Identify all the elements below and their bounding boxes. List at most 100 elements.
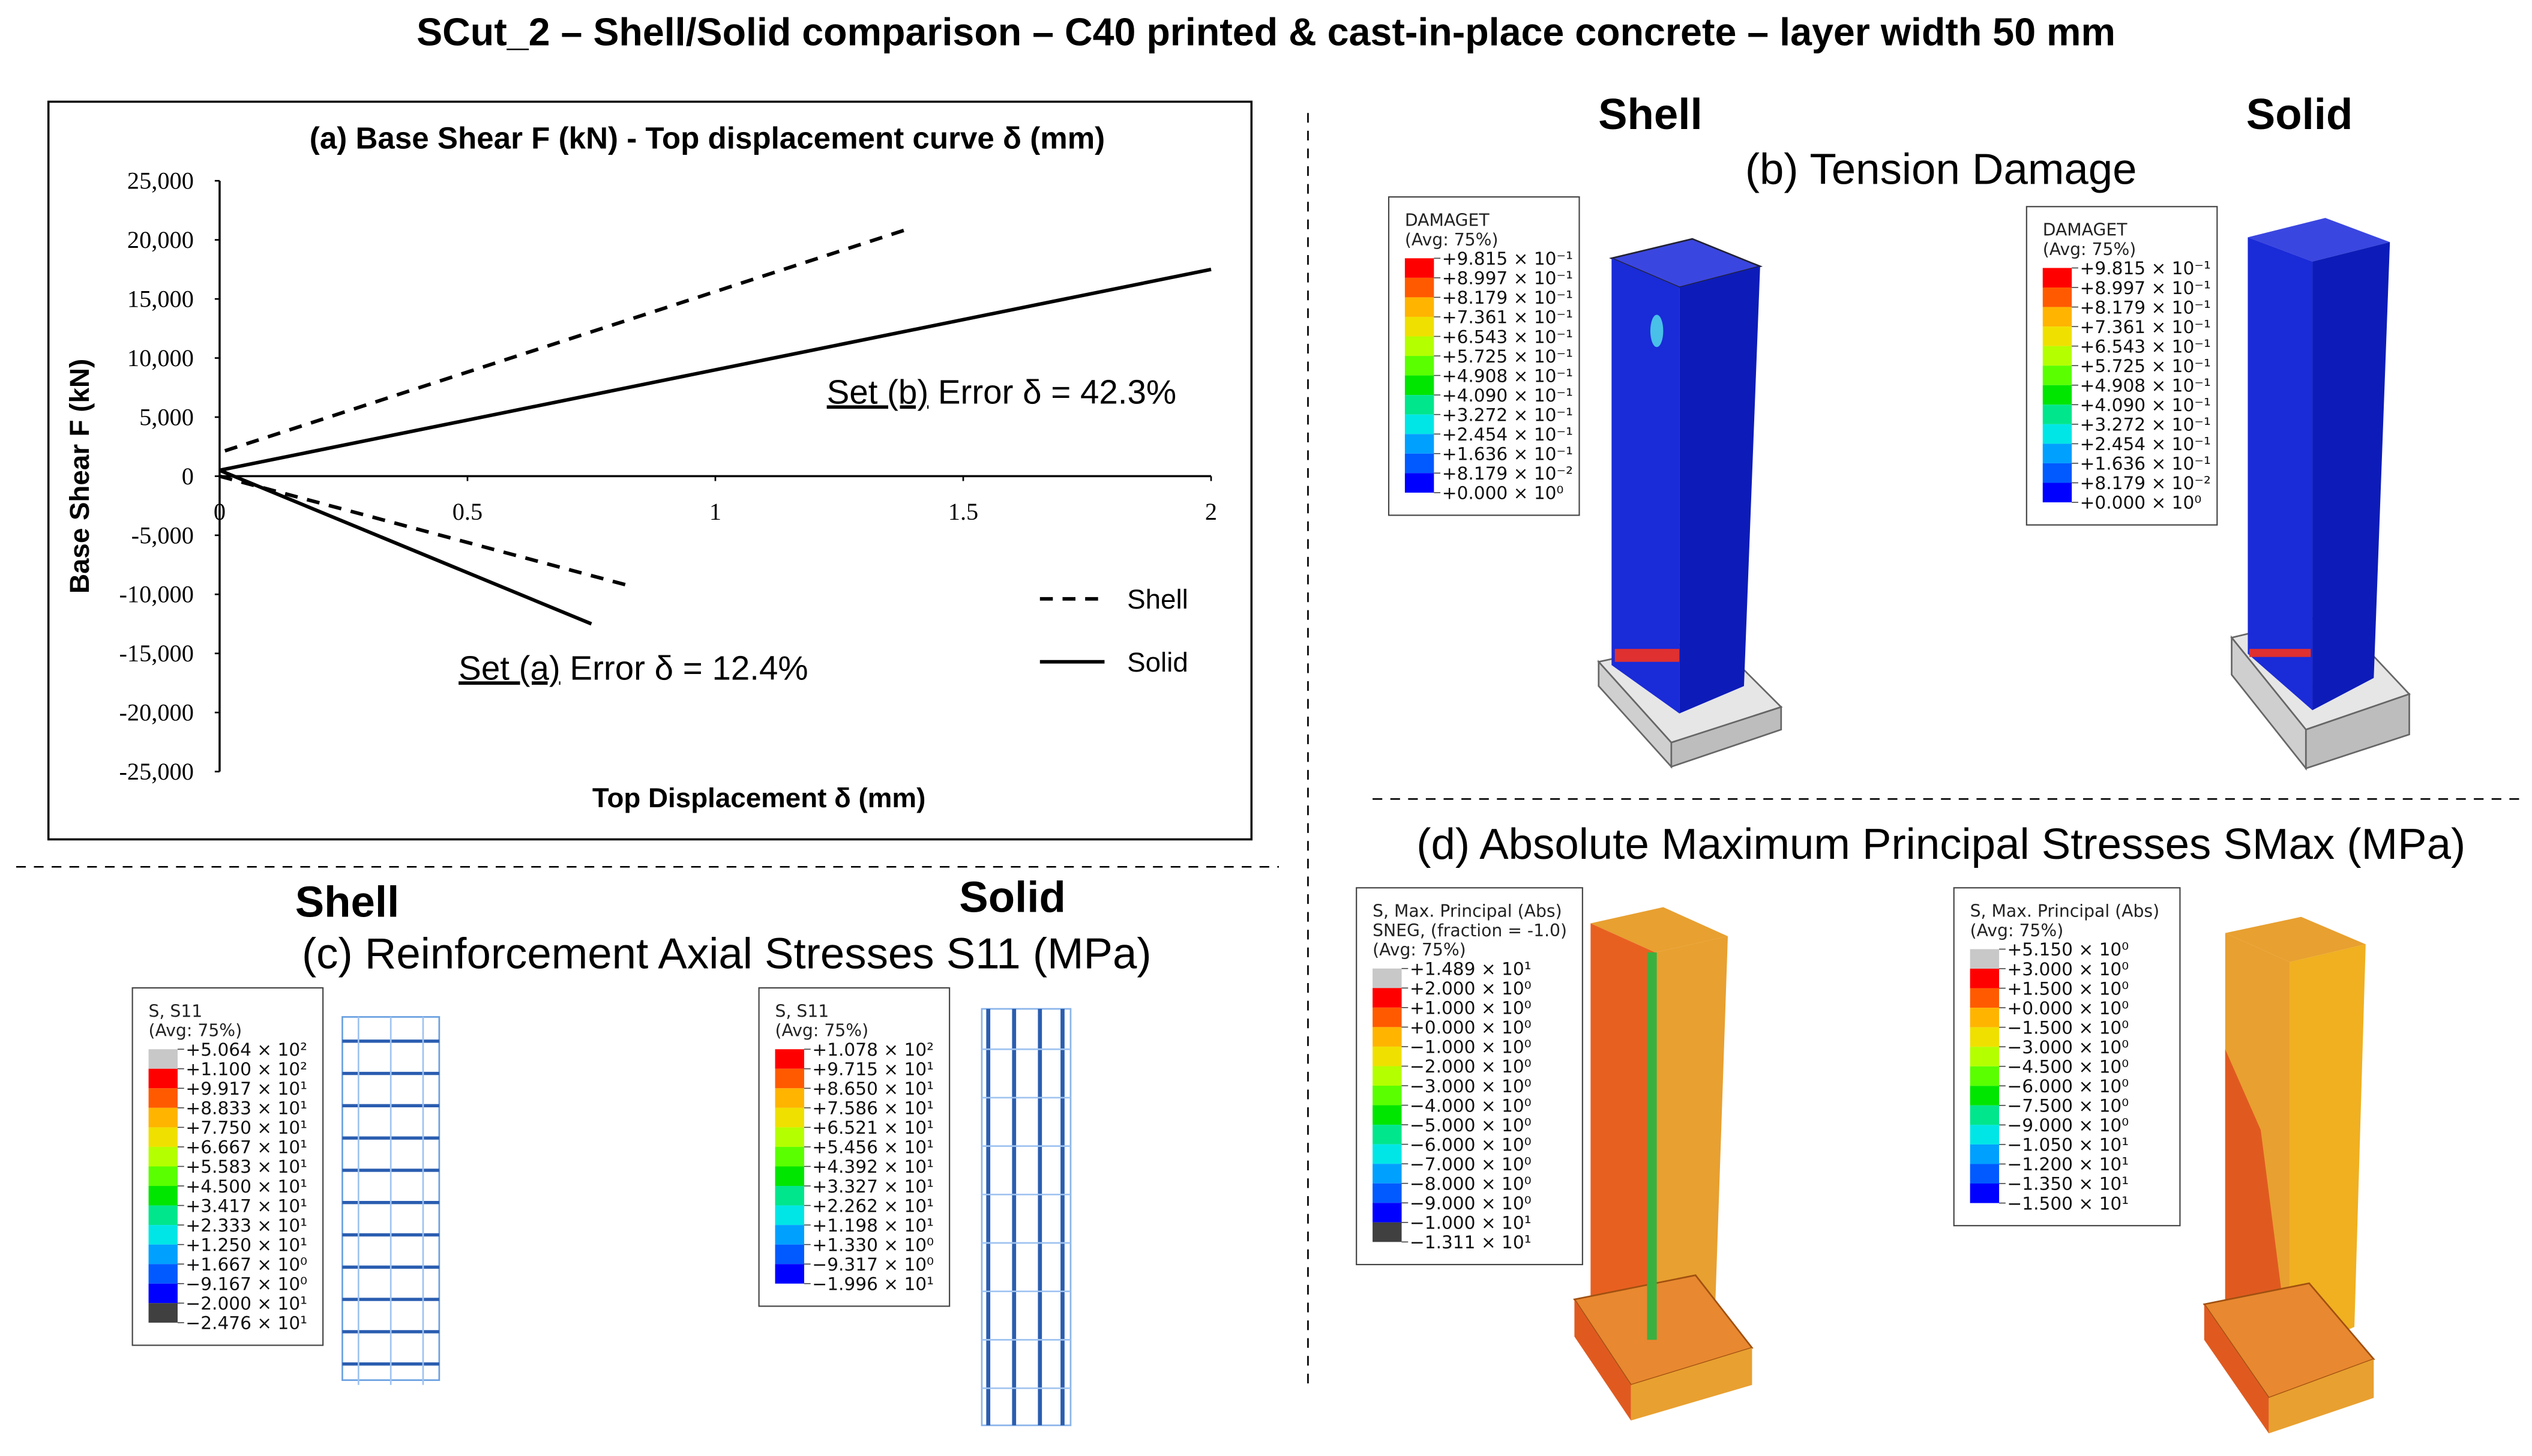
legend-label: −2.000 × 10⁰ <box>1410 1056 1532 1077</box>
legend-label: +8.179 × 10⁻¹ <box>2080 297 2211 317</box>
legend-band <box>1373 1222 1402 1242</box>
chart-title: (a) Base Shear F (kN) - Top displacement… <box>310 121 1105 155</box>
y-tick-label: 0 <box>182 463 194 490</box>
line-series <box>218 267 1212 626</box>
legend-title: DAMAGET <box>2043 220 2128 240</box>
legend-label: +4.500 × 10¹ <box>185 1176 307 1197</box>
legend-label: +8.179 × 10⁻¹ <box>1442 287 1573 308</box>
y-tick-label: -10,000 <box>119 581 193 608</box>
legend-band <box>1970 988 2000 1008</box>
legend-band <box>1404 356 1434 376</box>
legend-band <box>1970 1144 2000 1164</box>
y-tick-label: -25,000 <box>119 758 193 785</box>
legend-label: −5.000 × 10⁰ <box>1410 1115 1532 1136</box>
legend-label: +4.090 × 10⁻¹ <box>1442 385 1573 406</box>
legend-band <box>1970 1183 2000 1203</box>
legend-band <box>1373 1007 1402 1027</box>
panel-heading: Solid <box>959 873 1066 922</box>
legend-band <box>1373 1183 1402 1203</box>
legend-band <box>1373 1125 1402 1145</box>
legend-band <box>148 1088 178 1108</box>
legend-label: −9.000 × 10⁰ <box>2007 1115 2129 1136</box>
legend-label: +2.454 × 10⁻¹ <box>2080 434 2211 454</box>
legend-label: +6.543 × 10⁻¹ <box>2080 336 2211 356</box>
legend-label: +5.064 × 10² <box>185 1039 307 1060</box>
legend-band <box>1404 414 1434 435</box>
legend-band <box>1404 453 1434 474</box>
panel-heading: Shell <box>295 878 400 927</box>
legend-band <box>148 1068 178 1089</box>
legend-band <box>1373 1046 1402 1066</box>
legend-label: +3.417 × 10¹ <box>185 1196 307 1216</box>
legend-band <box>2042 268 2072 288</box>
panel-title: (d) Absolute Maximum Principal Stresses … <box>1416 820 2465 868</box>
legend-band <box>148 1146 178 1167</box>
legend-band <box>1404 316 1434 337</box>
legend-band <box>1970 1164 2000 1184</box>
x-axis-label: Top Displacement δ (mm) <box>592 783 925 813</box>
x-tick-label: 0 <box>214 498 226 525</box>
legend-label: +8.650 × 10¹ <box>812 1078 934 1099</box>
chart-frame <box>47 100 1253 841</box>
legend-band <box>148 1283 178 1304</box>
legend-band <box>1404 375 1434 396</box>
fe-model <box>1597 238 1783 769</box>
y-tick-label: 10,000 <box>127 344 194 372</box>
legend-band <box>775 1225 804 1245</box>
legend-label: +0.000 × 10⁰ <box>1410 1017 1532 1038</box>
legend-band <box>775 1049 804 1069</box>
legend-band <box>2042 307 2072 327</box>
legend-band <box>775 1146 804 1167</box>
fe-model <box>981 1008 1072 1427</box>
legend-band <box>148 1127 178 1147</box>
legend-title: S, S11 <box>149 1001 203 1021</box>
legend-label: −8.000 × 10⁰ <box>1410 1173 1532 1194</box>
legend-band <box>2042 444 2072 463</box>
y-tick-label: -15,000 <box>119 640 193 667</box>
legend-label: +4.908 × 10⁻¹ <box>1442 366 1573 386</box>
legend-label: +3.327 × 10¹ <box>812 1176 934 1197</box>
legend-label: +1.636 × 10⁻¹ <box>1442 444 1573 465</box>
legend-band <box>1373 968 1402 988</box>
legend-band <box>148 1303 178 1323</box>
legend-label: +8.179 × 10⁻² <box>2080 473 2211 493</box>
legend-label: +2.000 × 10⁰ <box>1410 978 1532 999</box>
legend-title: SNEG, (fraction = -1.0) <box>1373 921 1567 940</box>
legend-band <box>148 1166 178 1187</box>
legend-label: −1.500 × 10¹ <box>2007 1193 2129 1214</box>
panel-title: (c) Reinforcement Axial Stresses S11 (MP… <box>302 930 1152 978</box>
figure-title: SCut_2 – Shell/Solid comparison – C40 pr… <box>416 10 2116 53</box>
legend-label: +1.000 × 10⁰ <box>1410 998 1532 1018</box>
legend-band <box>775 1264 804 1284</box>
legend-title: S, S11 <box>775 1001 829 1021</box>
y-tick-label: -5,000 <box>131 522 194 549</box>
legend-band <box>148 1244 178 1265</box>
legend-band <box>2042 346 2072 366</box>
legend-label: +4.090 × 10⁻¹ <box>2080 395 2211 415</box>
legend-label: −1.000 × 10⁰ <box>1410 1037 1532 1057</box>
fe-model <box>2203 916 2375 1434</box>
annotation: Set (b) Error δ = 42.3% <box>827 373 1177 411</box>
legend-band <box>1404 297 1434 317</box>
annotation-underlined: Set (b) <box>827 373 929 411</box>
legend-band <box>1970 1027 2000 1047</box>
legend-label: +0.000 × 10⁰ <box>2007 998 2129 1018</box>
legend-title: (Avg: 75%) <box>1373 940 1466 960</box>
legend-label: −4.000 × 10⁰ <box>1410 1095 1532 1116</box>
legend-band <box>1404 434 1434 454</box>
legend-band <box>2042 424 2072 444</box>
x-tick-label: 0.5 <box>453 498 483 525</box>
legend-label: +0.000 × 10⁰ <box>1442 483 1564 504</box>
legend-band <box>2042 405 2072 424</box>
y-tick-label: 20,000 <box>127 226 194 253</box>
legend-label: +5.583 × 10¹ <box>185 1157 307 1177</box>
legend-label: +8.179 × 10⁻² <box>1442 463 1573 484</box>
legend-label: −1.350 × 10¹ <box>2007 1174 2129 1194</box>
legend-label: +7.361 × 10⁻¹ <box>2080 317 2211 337</box>
legend-label: Solid <box>1127 647 1188 678</box>
legend-label: +7.361 × 10⁻¹ <box>1442 307 1573 328</box>
legend-band <box>148 1049 178 1069</box>
legend-label: +4.908 × 10⁻¹ <box>2080 375 2211 396</box>
legend-title: DAMAGET <box>1405 211 1490 230</box>
legend-band <box>1404 336 1434 356</box>
